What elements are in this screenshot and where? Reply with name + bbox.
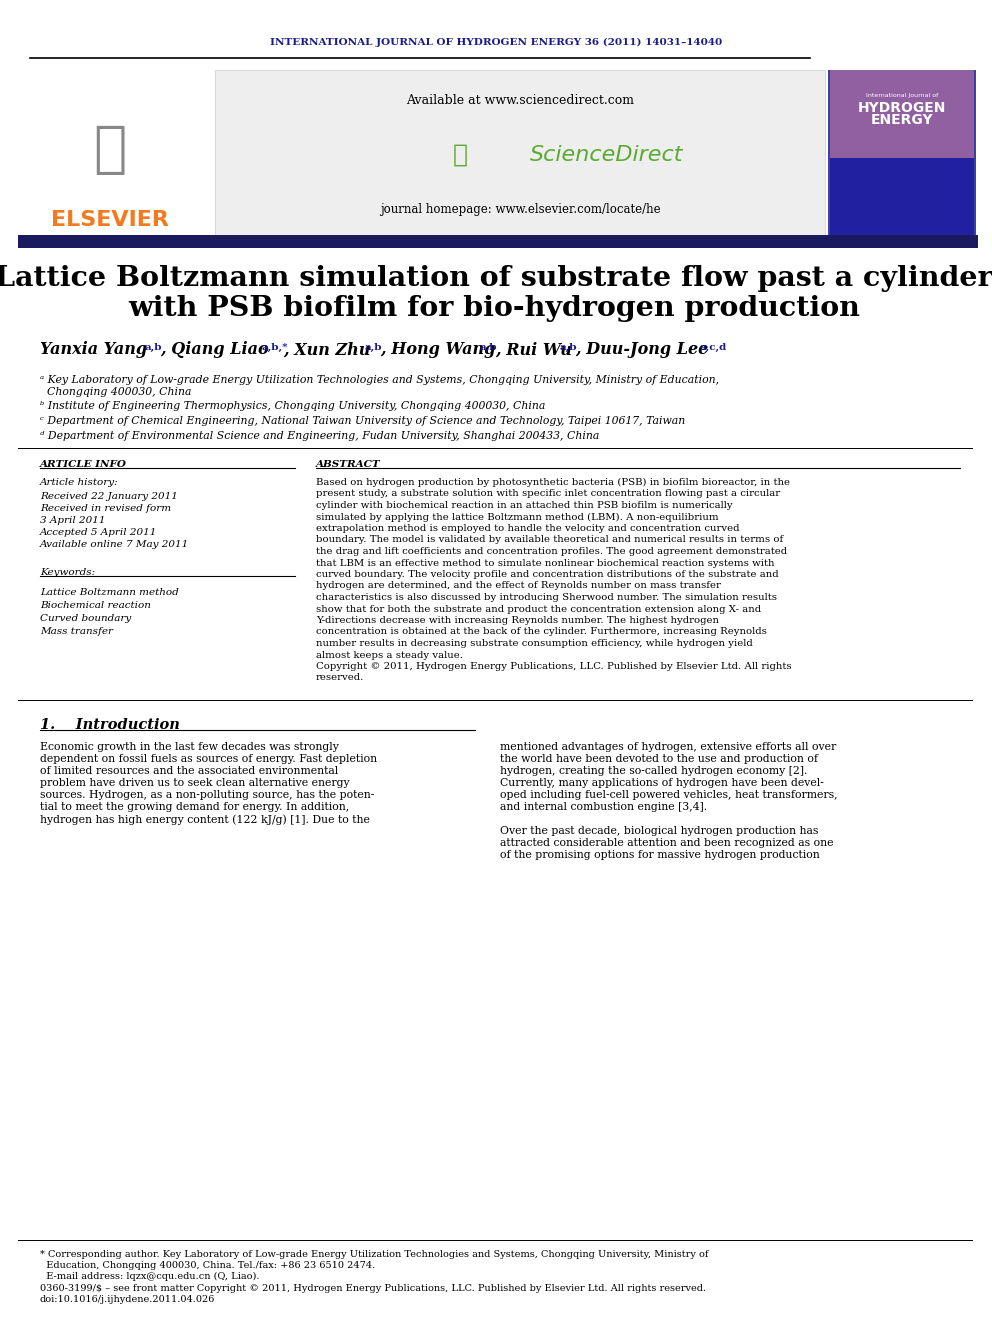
Text: problem have driven us to seek clean alternative energy: problem have driven us to seek clean alt…: [40, 778, 349, 789]
Text: mentioned advantages of hydrogen, extensive efforts all over: mentioned advantages of hydrogen, extens…: [500, 742, 836, 751]
Text: 1.    Introduction: 1. Introduction: [40, 718, 180, 732]
Text: boundary. The model is validated by available theoretical and numerical results : boundary. The model is validated by avai…: [316, 536, 784, 545]
Text: curved boundary. The velocity profile and concentration distributions of the sub: curved boundary. The velocity profile an…: [316, 570, 779, 579]
Text: doi:10.1016/j.ijhydene.2011.04.026: doi:10.1016/j.ijhydene.2011.04.026: [40, 1295, 215, 1304]
Text: Mass transfer: Mass transfer: [40, 627, 113, 636]
Text: ᵃ Key Laboratory of Low-grade Energy Utilization Technologies and Systems, Chong: ᵃ Key Laboratory of Low-grade Energy Uti…: [40, 374, 719, 397]
Text: Yanxia Yang: Yanxia Yang: [40, 341, 147, 359]
Text: of limited resources and the associated environmental: of limited resources and the associated …: [40, 766, 338, 777]
Text: hydrogen has high energy content (122 kJ/g) [1]. Due to the: hydrogen has high energy content (122 kJ…: [40, 814, 370, 824]
Text: extrapolation method is employed to handle the velocity and concentration curved: extrapolation method is employed to hand…: [316, 524, 739, 533]
Text: HYDROGEN: HYDROGEN: [858, 101, 946, 115]
Text: with PSB biofilm for bio-hydrogen production: with PSB biofilm for bio-hydrogen produc…: [128, 295, 860, 321]
Text: tial to meet the growing demand for energy. In addition,: tial to meet the growing demand for ener…: [40, 802, 349, 812]
Bar: [828, 70, 976, 239]
Text: E-mail address: lqzx@cqu.edu.cn (Q, Liao).: E-mail address: lqzx@cqu.edu.cn (Q, Liao…: [40, 1271, 260, 1281]
Text: Y-directions decrease with increasing Reynolds number. The highest hydrogen: Y-directions decrease with increasing Re…: [316, 617, 719, 624]
Text: ENERGY: ENERGY: [871, 112, 933, 127]
Text: the drag and lift coefficients and concentration profiles. The good agreement de: the drag and lift coefficients and conce…: [316, 546, 787, 556]
Text: Available at www.sciencedirect.com: Available at www.sciencedirect.com: [406, 94, 634, 106]
Text: International Journal of: International Journal of: [866, 93, 938, 98]
Text: dependent on fossil fuels as sources of energy. Fast depletion: dependent on fossil fuels as sources of …: [40, 754, 377, 763]
Text: Received 22 January 2011: Received 22 January 2011: [40, 492, 178, 501]
Text: ARTICLE INFO: ARTICLE INFO: [40, 460, 127, 468]
Text: , Hong Wang: , Hong Wang: [380, 341, 495, 359]
Text: , Duu-Jong Lee: , Duu-Jong Lee: [575, 341, 708, 359]
Text: show that for both the substrate and product the concentration extension along X: show that for both the substrate and pro…: [316, 605, 761, 614]
Text: Accepted 5 April 2011: Accepted 5 April 2011: [40, 528, 158, 537]
Text: Available online 7 May 2011: Available online 7 May 2011: [40, 540, 189, 549]
Text: hydrogen, creating the so-called hydrogen economy [2].: hydrogen, creating the so-called hydroge…: [500, 766, 807, 777]
Text: * Corresponding author. Key Laboratory of Low-grade Energy Utilization Technolog: * Corresponding author. Key Laboratory o…: [40, 1250, 708, 1259]
Text: ScienceDirect: ScienceDirect: [530, 146, 683, 165]
Text: a,b: a,b: [560, 343, 577, 352]
Text: concentration is obtained at the back of the cylinder. Furthermore, increasing R: concentration is obtained at the back of…: [316, 627, 767, 636]
Text: of the promising options for massive hydrogen production: of the promising options for massive hyd…: [500, 849, 819, 860]
Text: INTERNATIONAL JOURNAL OF HYDROGEN ENERGY 36 (2011) 14031–14040: INTERNATIONAL JOURNAL OF HYDROGEN ENERGY…: [270, 37, 722, 46]
Text: characteristics is also discussed by introducing Sherwood number. The simulation: characteristics is also discussed by int…: [316, 593, 777, 602]
Text: 🌳: 🌳: [93, 123, 127, 177]
Text: Article history:: Article history:: [40, 478, 119, 487]
Text: a,b,*: a,b,*: [262, 343, 289, 352]
Text: Biochemical reaction: Biochemical reaction: [40, 601, 151, 610]
Text: reserved.: reserved.: [316, 673, 364, 683]
Text: ᶜ Department of Chemical Engineering, National Taiwan University of Science and : ᶜ Department of Chemical Engineering, Na…: [40, 415, 685, 426]
Text: simulated by applying the lattice Boltzmann method (LBM). A non-equilibrium: simulated by applying the lattice Boltzm…: [316, 512, 718, 521]
Text: and internal combustion engine [3,4].: and internal combustion engine [3,4].: [500, 802, 707, 812]
Text: Education, Chongqing 400030, China. Tel./fax: +86 23 6510 2474.: Education, Chongqing 400030, China. Tel.…: [40, 1261, 375, 1270]
Text: , Qiang Liao: , Qiang Liao: [160, 341, 269, 359]
Text: Over the past decade, biological hydrogen production has: Over the past decade, biological hydroge…: [500, 826, 818, 836]
Text: Curved boundary: Curved boundary: [40, 614, 131, 623]
Text: that LBM is an effective method to simulate nonlinear biochemical reaction syste: that LBM is an effective method to simul…: [316, 558, 775, 568]
Text: a,b: a,b: [365, 343, 383, 352]
Bar: [830, 157, 974, 238]
Text: ᵈ Department of Environmental Science and Engineering, Fudan University, Shangha: ᵈ Department of Environmental Science an…: [40, 431, 599, 441]
Text: Copyright © 2011, Hydrogen Energy Publications, LLC. Published by Elsevier Ltd. : Copyright © 2011, Hydrogen Energy Public…: [316, 662, 792, 671]
Text: sources. Hydrogen, as a non-polluting source, has the poten-: sources. Hydrogen, as a non-polluting so…: [40, 790, 374, 800]
Text: Based on hydrogen production by photosynthetic bacteria (PSB) in biofilm bioreac: Based on hydrogen production by photosyn…: [316, 478, 790, 487]
Text: cylinder with biochemical reaction in an attached thin PSB biofilm is numericall: cylinder with biochemical reaction in an…: [316, 501, 733, 509]
Text: Lattice Boltzmann simulation of substrate flow past a cylinder: Lattice Boltzmann simulation of substrat…: [0, 265, 992, 291]
Text: Received in revised form: Received in revised form: [40, 504, 172, 513]
Text: , Rui Wu: , Rui Wu: [495, 341, 571, 359]
Bar: [18, 235, 978, 247]
Text: a,b: a,b: [145, 343, 163, 352]
Text: ELSEVIER: ELSEVIER: [51, 210, 169, 230]
Text: Economic growth in the last few decades was strongly: Economic growth in the last few decades …: [40, 742, 339, 751]
Text: a,b: a,b: [480, 343, 498, 352]
Bar: [18, 79, 213, 235]
Bar: [215, 70, 825, 239]
Text: present study, a substrate solution with specific inlet concentration flowing pa: present study, a substrate solution with…: [316, 490, 780, 499]
Text: Keywords:: Keywords:: [40, 568, 95, 577]
Text: the world have been devoted to the use and production of: the world have been devoted to the use a…: [500, 754, 818, 763]
Text: journal homepage: www.elsevier.com/locate/he: journal homepage: www.elsevier.com/locat…: [380, 204, 661, 217]
Text: 0360-3199/$ – see front matter Copyright © 2011, Hydrogen Energy Publications, L: 0360-3199/$ – see front matter Copyright…: [40, 1285, 706, 1293]
Text: attracted considerable attention and been recognized as one: attracted considerable attention and bee…: [500, 837, 833, 848]
Text: hydrogen are determined, and the effect of Reynolds number on mass transfer: hydrogen are determined, and the effect …: [316, 582, 721, 590]
Text: number results in decreasing substrate consumption efficiency, while hydrogen yi: number results in decreasing substrate c…: [316, 639, 753, 648]
Bar: [830, 70, 974, 157]
Text: almost keeps a steady value.: almost keeps a steady value.: [316, 651, 463, 659]
Text: Lattice Boltzmann method: Lattice Boltzmann method: [40, 587, 179, 597]
Text: a,c,d: a,c,d: [700, 343, 727, 352]
Text: , Xun Zhu: , Xun Zhu: [283, 341, 370, 359]
Text: 🍃: 🍃: [452, 143, 467, 167]
Text: ABSTRACT: ABSTRACT: [316, 460, 381, 468]
Text: Currently, many applications of hydrogen have been devel-: Currently, many applications of hydrogen…: [500, 778, 824, 789]
Text: oped including fuel-cell powered vehicles, heat transformers,: oped including fuel-cell powered vehicle…: [500, 790, 837, 800]
Text: ᵇ Institute of Engineering Thermophysics, Chongqing University, Chongqing 400030: ᵇ Institute of Engineering Thermophysics…: [40, 401, 546, 411]
Text: 3 April 2011: 3 April 2011: [40, 516, 105, 525]
